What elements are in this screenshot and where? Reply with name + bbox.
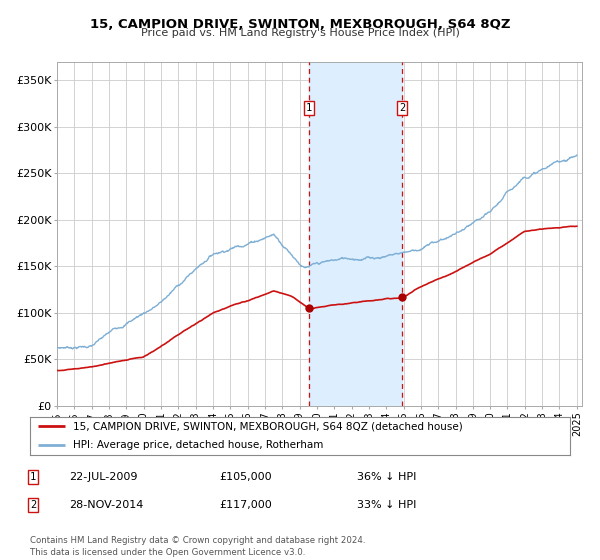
Text: 36% ↓ HPI: 36% ↓ HPI <box>357 472 416 482</box>
Text: 1: 1 <box>30 472 36 482</box>
Text: 22-JUL-2009: 22-JUL-2009 <box>69 472 137 482</box>
Text: 2: 2 <box>30 500 36 510</box>
Text: Price paid vs. HM Land Registry's House Price Index (HPI): Price paid vs. HM Land Registry's House … <box>140 28 460 38</box>
Text: £117,000: £117,000 <box>219 500 272 510</box>
Bar <box>309 62 402 406</box>
Text: 28-NOV-2014: 28-NOV-2014 <box>69 500 143 510</box>
Text: 2: 2 <box>399 103 405 113</box>
Text: Contains HM Land Registry data © Crown copyright and database right 2024.
This d: Contains HM Land Registry data © Crown c… <box>30 536 365 557</box>
Text: 1: 1 <box>306 103 312 113</box>
Text: 33% ↓ HPI: 33% ↓ HPI <box>357 500 416 510</box>
Text: 15, CAMPION DRIVE, SWINTON, MEXBOROUGH, S64 8QZ: 15, CAMPION DRIVE, SWINTON, MEXBOROUGH, … <box>90 18 510 31</box>
Text: £105,000: £105,000 <box>219 472 272 482</box>
Text: HPI: Average price, detached house, Rotherham: HPI: Average price, detached house, Roth… <box>73 440 323 450</box>
Text: 15, CAMPION DRIVE, SWINTON, MEXBOROUGH, S64 8QZ (detached house): 15, CAMPION DRIVE, SWINTON, MEXBOROUGH, … <box>73 421 463 431</box>
